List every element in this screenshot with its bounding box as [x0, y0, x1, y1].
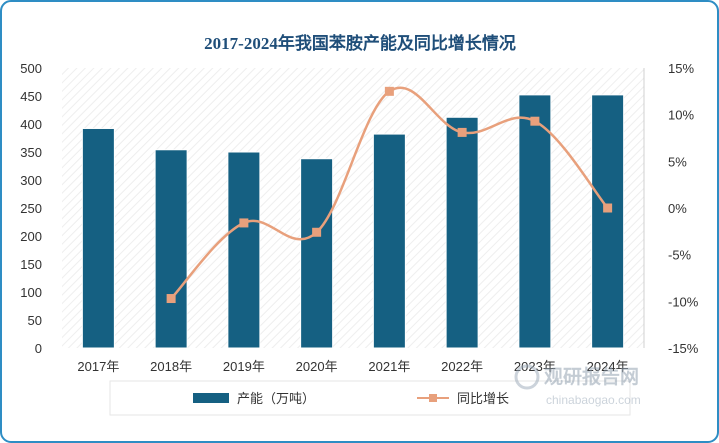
left-axis-tick-label: 400	[20, 117, 42, 132]
left-axis-tick-label: 0	[35, 341, 42, 356]
x-axis-tick-label: 2022年	[441, 359, 483, 374]
growth-point-2019年	[239, 218, 249, 228]
chart-title: 2017-2024年我国苯胺产能及同比增长情况	[204, 33, 516, 53]
growth-point-2021年	[384, 86, 394, 96]
bar-2022年	[445, 116, 479, 349]
right-axis-tick-label: -10%	[668, 294, 699, 309]
x-axis-tick-label: 2020年	[296, 359, 338, 374]
left-axis-tick-label: 500	[20, 61, 42, 76]
watermark-brand: 观研报告网	[544, 365, 639, 388]
bar-2019年	[227, 151, 261, 349]
right-axis-tick-label: -5%	[668, 248, 692, 263]
growth-point-2020年	[312, 227, 322, 237]
x-axis-tick-label: 2019年	[223, 359, 265, 374]
right-axis-tick-label: 15%	[668, 61, 694, 76]
right-axis: -15% -10% -5% 0% 5% 10% 15%	[643, 61, 699, 356]
x-axis-tick-label: 2024年	[587, 359, 629, 374]
bar-2017年	[81, 127, 115, 349]
bar-2023年	[518, 94, 552, 349]
left-axis-tick-label: 250	[20, 201, 42, 216]
right-axis-tick-label: 0%	[668, 201, 687, 216]
left-axis-tick-label: 200	[20, 229, 42, 244]
bar-series	[81, 94, 625, 349]
bar-2024年	[591, 94, 625, 349]
x-axis-tick-label: 2021年	[368, 359, 410, 374]
left-axis-tick-label: 350	[20, 145, 42, 160]
watermark-url: chinabaogao.com	[546, 393, 641, 407]
x-axis-tick-label: 2023年	[514, 359, 556, 374]
growth-point-2023年	[530, 116, 540, 126]
line-series	[166, 86, 613, 304]
left-axis: 0 50 100 150 200 250 300 350 400 450 500	[20, 61, 42, 356]
legend: 产能（万吨） 同比增长	[109, 380, 631, 416]
legend-line-label: 同比增长	[457, 391, 509, 406]
x-axis-labels: 2017年 2018年 2019年 2020年 2021年 2022年 2023年 2024年	[77, 359, 628, 374]
plot-area-background	[62, 68, 644, 348]
right-axis-tick-label: 10%	[668, 108, 694, 123]
left-axis-tick-label: 450	[20, 89, 42, 104]
bar-2020年	[300, 158, 334, 349]
watermark: 观研报告网 chinabaogao.com	[514, 364, 641, 407]
watermark-logo-icon	[514, 364, 540, 390]
growth-point-2022年	[457, 127, 467, 137]
bar-2021年	[372, 133, 406, 349]
left-axis-tick-label: 300	[20, 173, 42, 188]
x-axis-tick-label: 2018年	[150, 359, 192, 374]
growth-point-2024年	[603, 203, 613, 213]
growth-point-2018年	[166, 294, 176, 304]
right-axis-tick-label: 5%	[668, 154, 687, 169]
right-axis-tick-label: -15%	[668, 341, 699, 356]
left-axis-tick-label: 150	[20, 257, 42, 272]
x-axis-tick-label: 2017年	[77, 359, 119, 374]
left-axis-tick-label: 100	[20, 285, 42, 300]
legend-bar-label: 产能（万吨）	[237, 391, 315, 406]
bar-2018年	[154, 149, 188, 349]
legend-bar-swatch	[193, 393, 229, 403]
left-axis-tick-label: 50	[28, 313, 42, 328]
legend-line-marker	[429, 394, 437, 402]
